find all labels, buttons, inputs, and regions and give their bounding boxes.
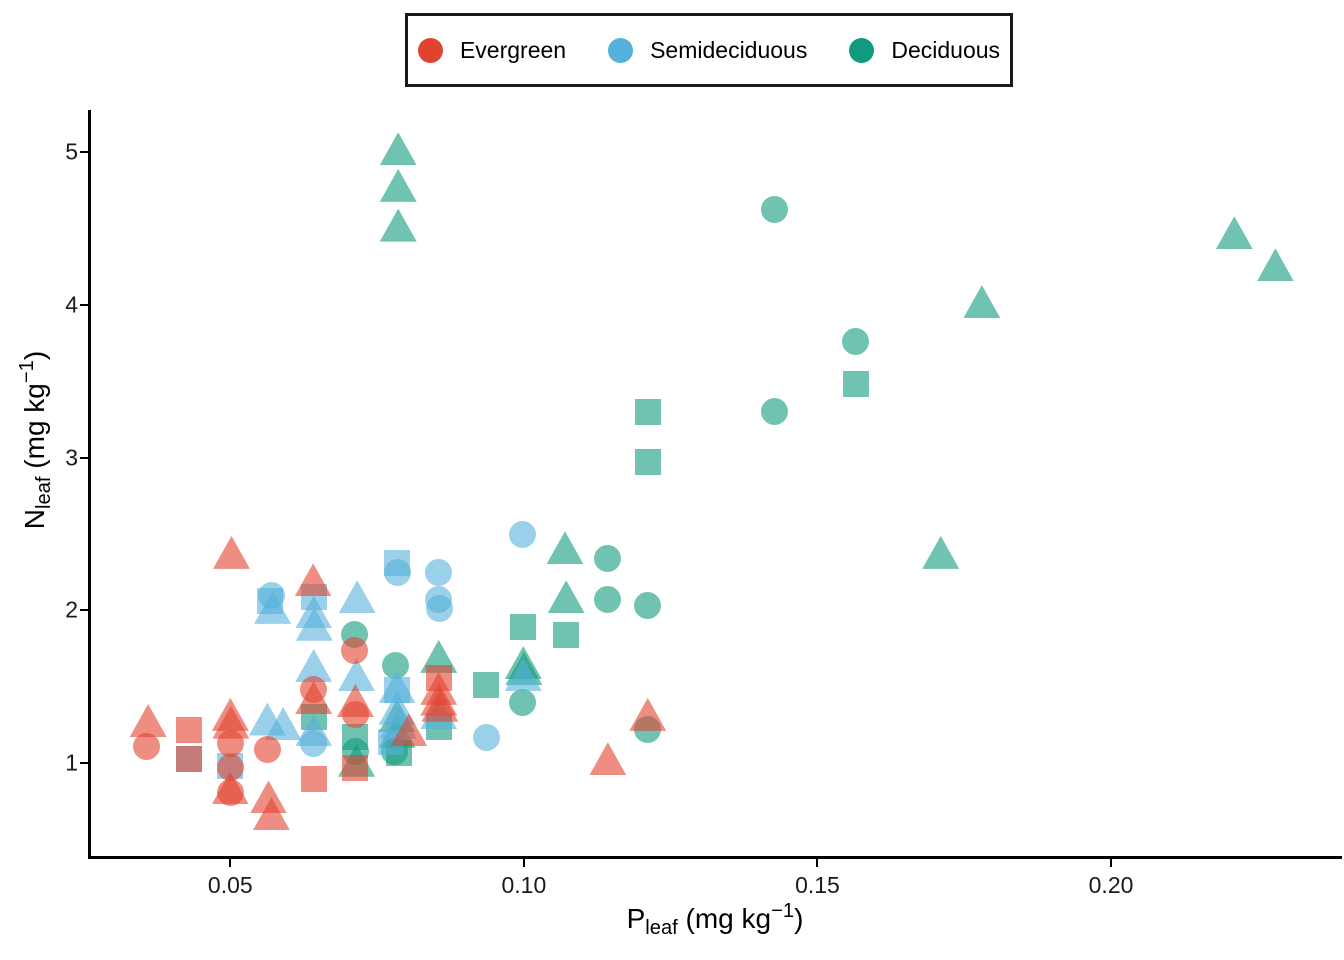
data-point	[510, 614, 537, 641]
x-title-superscript: −1	[771, 900, 795, 922]
data-point	[634, 592, 662, 620]
data-point	[635, 449, 662, 476]
evergreen-swatch-icon	[417, 37, 443, 63]
x-tick	[522, 859, 525, 867]
data-point	[761, 196, 789, 224]
x-title-symbol: P	[626, 903, 646, 935]
data-point	[379, 208, 417, 242]
data-point	[216, 729, 244, 757]
y-tick-label: 4	[65, 291, 78, 318]
plot-panel	[90, 112, 1340, 858]
legend-label: Semideciduous	[650, 36, 808, 63]
data-point	[509, 688, 537, 716]
data-point	[301, 765, 328, 792]
data-point	[383, 558, 411, 586]
legend-box: Evergreen Semideciduous Deciduous	[405, 13, 1013, 87]
data-point	[553, 621, 580, 648]
y-title-close: )	[19, 350, 51, 361]
data-point	[1256, 248, 1294, 282]
x-tick-label: 0.15	[795, 872, 840, 898]
y-tick-label: 2	[65, 596, 78, 623]
y-tick	[80, 150, 88, 153]
y-title-unit: (mg kg	[19, 383, 51, 477]
legend-item-semideciduous: Semideciduous	[608, 37, 807, 64]
data-point	[341, 700, 369, 728]
data-point	[341, 636, 369, 664]
legend-label: Deciduous	[891, 36, 1001, 63]
data-point	[547, 580, 585, 614]
data-point	[129, 704, 167, 738]
data-point	[634, 398, 661, 425]
y-tick-label: 1	[65, 749, 78, 776]
y-tick-label: 3	[65, 444, 78, 471]
x-tick-label: 0.10	[501, 872, 547, 898]
x-tick	[816, 859, 819, 867]
data-point	[253, 736, 281, 764]
data-point	[593, 544, 621, 572]
data-point	[842, 371, 869, 398]
data-point	[300, 729, 328, 757]
data-point	[176, 716, 203, 743]
data-point	[922, 535, 960, 569]
x-title-close: )	[794, 903, 804, 935]
y-tick-label: 5	[65, 138, 78, 165]
data-point	[593, 586, 621, 614]
x-axis-title: Pleaf (mg kg−1)	[627, 900, 804, 940]
data-point	[473, 723, 501, 751]
legend-label: Evergreen	[459, 36, 567, 63]
deciduous-swatch-icon	[849, 37, 875, 63]
data-point	[589, 742, 627, 776]
x-axis-line	[88, 856, 1342, 859]
y-tick	[80, 303, 88, 306]
data-point	[509, 520, 537, 548]
x-tick	[229, 859, 232, 867]
data-point	[425, 558, 453, 586]
data-point	[546, 531, 584, 565]
data-point	[426, 595, 454, 623]
data-point	[629, 697, 667, 731]
y-tick	[80, 609, 88, 612]
data-point	[338, 580, 376, 614]
data-point	[1215, 216, 1253, 250]
data-point	[472, 672, 499, 699]
y-title-superscript: −1	[15, 360, 38, 384]
y-axis-title: Nleaf (mg kg−1)	[16, 351, 56, 529]
data-point	[342, 754, 369, 781]
data-point	[842, 327, 870, 355]
data-point	[761, 398, 789, 426]
y-title-symbol: N	[19, 508, 51, 530]
data-point	[133, 733, 161, 761]
y-axis-line	[88, 110, 91, 858]
x-title-unit: (mg kg	[677, 903, 772, 935]
semideciduous-swatch-icon	[608, 37, 634, 63]
data-point	[212, 535, 250, 569]
y-tick	[80, 456, 88, 459]
data-point	[176, 745, 203, 772]
legend-item-deciduous: Deciduous	[849, 37, 1000, 64]
data-point	[294, 563, 332, 597]
x-title-subscript: leaf	[645, 917, 678, 940]
x-tick-label: 0.20	[1088, 872, 1134, 898]
data-point	[379, 132, 417, 166]
y-tick	[80, 762, 88, 765]
y-title-subscript: leaf	[33, 476, 56, 509]
data-point	[217, 778, 245, 806]
data-point	[963, 285, 1001, 319]
data-point	[379, 168, 417, 202]
x-tick-label: 0.05	[207, 872, 253, 898]
x-tick	[1110, 859, 1113, 867]
legend-item-evergreen: Evergreen	[417, 36, 567, 64]
